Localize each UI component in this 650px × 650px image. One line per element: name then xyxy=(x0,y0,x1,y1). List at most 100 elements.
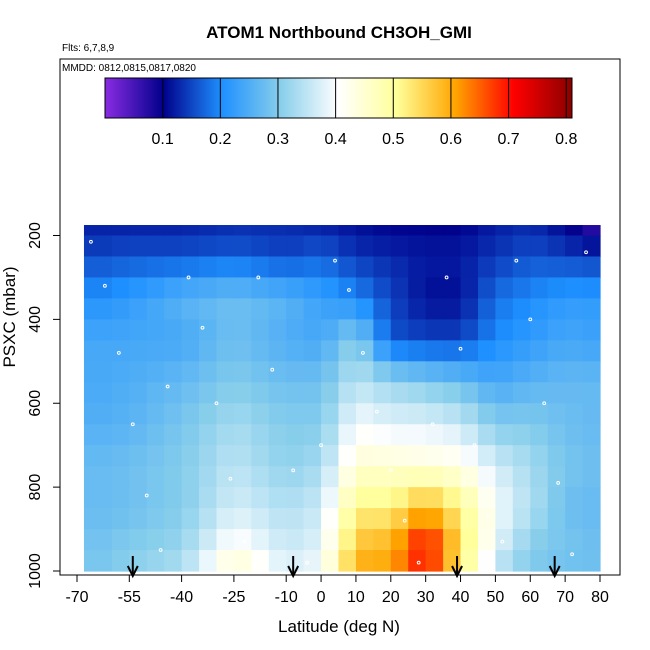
heatmap-cell xyxy=(216,529,235,551)
heatmap-cell xyxy=(216,382,235,404)
heatmap-cell xyxy=(408,382,427,404)
heatmap-cell xyxy=(268,445,287,467)
heatmap-cell xyxy=(530,466,549,488)
heatmap-cell xyxy=(233,403,252,425)
heatmap-cell xyxy=(233,298,252,320)
heatmap-cell xyxy=(146,382,165,404)
heatmap-cell xyxy=(199,382,218,404)
heatmap-cell xyxy=(303,445,322,467)
heatmap-cell xyxy=(373,487,392,509)
heatmap-cell xyxy=(111,487,130,509)
heatmap-cell xyxy=(443,225,462,237)
heatmap-cell xyxy=(373,403,392,425)
heatmap-cell xyxy=(216,340,235,362)
heatmap-cell xyxy=(251,529,270,551)
heatmap-cell xyxy=(216,298,235,320)
heatmap-cell xyxy=(303,424,322,446)
heatmap-cell xyxy=(216,403,235,425)
colorbar-tick-label: 0.3 xyxy=(267,131,289,148)
heatmap-cell xyxy=(390,550,409,572)
heatmap-cell xyxy=(477,235,496,258)
heatmap-cell xyxy=(460,277,479,300)
heatmap-cell xyxy=(355,382,374,404)
heatmap-cell xyxy=(495,487,514,509)
heatmap-cell xyxy=(303,319,322,341)
heatmap-cell xyxy=(286,466,305,488)
heatmap-cell xyxy=(512,529,531,551)
heatmap-cell xyxy=(460,550,479,572)
heatmap-cell xyxy=(251,340,270,362)
heatmap-cell xyxy=(251,298,270,320)
heatmap-cell xyxy=(355,256,374,279)
heatmap-cell xyxy=(181,487,200,509)
heatmap-cell xyxy=(251,319,270,341)
heatmap-cell xyxy=(355,361,374,383)
heatmap-cell xyxy=(582,487,601,509)
heatmap-cell xyxy=(582,403,601,425)
heatmap-cell xyxy=(303,277,322,300)
heatmap-cell xyxy=(582,529,601,551)
heatmap-cell xyxy=(286,235,305,258)
heatmap-cell xyxy=(129,235,148,258)
heatmap-cell xyxy=(286,508,305,530)
heatmap-cell xyxy=(268,508,287,530)
heatmap-cell xyxy=(425,487,444,509)
heatmap-cell xyxy=(181,424,200,446)
heatmap-cell xyxy=(408,277,427,300)
heatmap-cell xyxy=(216,361,235,383)
heatmap-cell xyxy=(216,256,235,279)
heatmap-cell xyxy=(181,529,200,551)
heatmap-cell xyxy=(582,550,601,572)
heatmap-cell xyxy=(321,529,340,551)
heatmap-cell xyxy=(233,319,252,341)
x-tick-label: 80 xyxy=(591,589,609,606)
heatmap-cell xyxy=(530,256,549,279)
heatmap-cell xyxy=(582,256,601,279)
x-tick-label: -70 xyxy=(65,589,88,606)
heatmap-cell xyxy=(146,298,165,320)
heatmap-cell xyxy=(408,529,427,551)
heatmap-cell xyxy=(495,298,514,320)
heatmap-cell xyxy=(146,340,165,362)
heatmap-cell xyxy=(477,361,496,383)
heatmap-cell xyxy=(338,487,357,509)
heatmap-cell xyxy=(390,298,409,320)
heatmap-cell xyxy=(338,319,357,341)
flight-track-point xyxy=(388,468,393,473)
heatmap-cell xyxy=(216,487,235,509)
heatmap-cell xyxy=(164,487,183,509)
heatmap-cell xyxy=(146,445,165,467)
heatmap-cell xyxy=(338,466,357,488)
arrow-head xyxy=(451,565,463,579)
heatmap-cell xyxy=(181,340,200,362)
heatmap-cell xyxy=(83,277,113,300)
heatmap-cell xyxy=(373,277,392,300)
heatmap-cell xyxy=(512,382,531,404)
heatmap-cell xyxy=(164,235,183,258)
heatmap-cell xyxy=(425,445,444,467)
flight-track-point xyxy=(116,351,121,355)
heatmap-cell xyxy=(390,424,409,446)
heatmap-cell xyxy=(146,466,165,488)
heatmap-cell xyxy=(547,487,566,509)
flight-track-point xyxy=(270,367,275,372)
arrows xyxy=(126,556,561,579)
heatmap-cell xyxy=(460,361,479,383)
heatmap-cell xyxy=(268,225,287,237)
heatmap-cell xyxy=(565,382,584,404)
heatmap-cell xyxy=(460,256,479,279)
heatmap-cell xyxy=(443,277,462,300)
heatmap-cell xyxy=(565,508,584,530)
heatmap-cell xyxy=(321,319,340,341)
heatmap-cell xyxy=(443,361,462,383)
heatmap-cell xyxy=(477,256,496,279)
heatmap-cell xyxy=(477,487,496,509)
heatmap-cell xyxy=(512,403,531,425)
heatmap-cell xyxy=(181,277,200,300)
heatmap-cell xyxy=(216,445,235,467)
heatmap-cell xyxy=(582,319,601,341)
heatmap-cell xyxy=(181,235,200,258)
heatmap-cell xyxy=(268,340,287,362)
heatmap-cell xyxy=(286,529,305,551)
flight-track-point xyxy=(144,493,149,498)
